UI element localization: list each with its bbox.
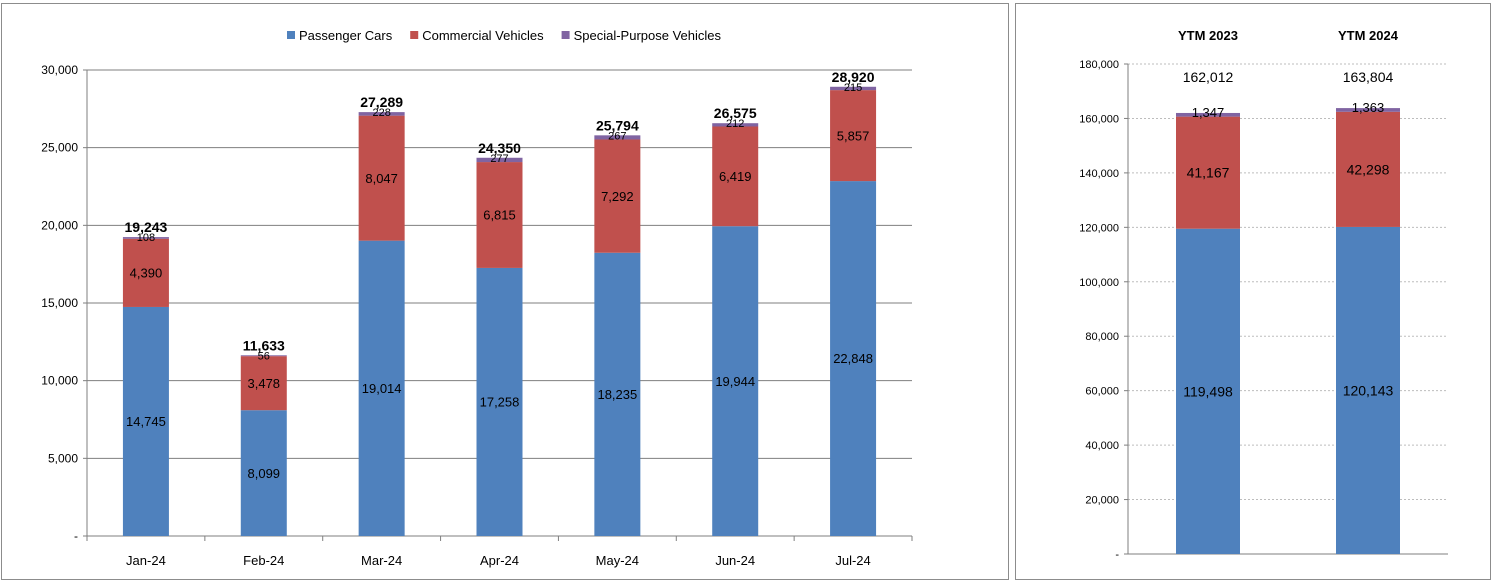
y-tick-label: 5,000 — [48, 451, 78, 465]
bar-special — [1176, 112, 1240, 117]
legend-swatch-commercial — [410, 31, 419, 39]
legend-label-special: Special-Purpose Vehicles — [574, 28, 722, 43]
y-tick-label: 30,000 — [41, 63, 78, 77]
data-label-special: 267 — [608, 130, 626, 142]
category-label: Jul-24 — [835, 553, 870, 568]
y-tick-label: 160,000 — [1079, 113, 1119, 125]
legend-label-commercial: Commercial Vehicles — [422, 28, 544, 43]
data-label-passenger: 14,745 — [126, 414, 166, 429]
y-tick-label: 100,000 — [1079, 277, 1119, 289]
data-label-special: 108 — [137, 232, 155, 244]
data-label-commercial: 41,167 — [1187, 165, 1230, 181]
y-tick-label: 10,000 — [41, 374, 78, 388]
total-label: 27,289 — [360, 94, 403, 110]
data-label-commercial: 7,292 — [601, 189, 634, 204]
category-label: YTM 2024 — [1338, 28, 1399, 43]
data-label-commercial: 6,815 — [483, 208, 516, 223]
total-label: 11,633 — [243, 337, 285, 353]
data-label-special: 228 — [372, 107, 390, 119]
y-tick-label: 15,000 — [41, 296, 78, 310]
monthly-stacked-bar-chart: - 5,000 10,000 15,000 20,000 25,000 30,000 14,7… — [41, 28, 913, 568]
category-label: May-24 — [596, 553, 639, 568]
bar-special — [240, 355, 287, 357]
data-label-passenger: 19,014 — [362, 381, 402, 396]
data-label-commercial: 3,478 — [248, 376, 281, 391]
ytm-stacked-bar-chart: - 20,000 40,000 60,000 80,000 100,000 120,000 1… — [1079, 28, 1448, 561]
bar-commercial — [712, 126, 759, 227]
data-label-commercial: 42,298 — [1347, 161, 1390, 177]
data-label-special: 1,363 — [1352, 100, 1385, 115]
ytm-chart-panel: - 20,000 40,000 60,000 80,000 100,000 120,000 1… — [1015, 3, 1491, 580]
bar-special — [712, 123, 759, 127]
y-tick-label: - — [1115, 549, 1119, 561]
bar-passenger — [1176, 228, 1240, 554]
y-tick-label: - — [74, 529, 78, 543]
data-label-passenger: 17,258 — [480, 395, 520, 410]
total-label: 19,243 — [125, 219, 168, 235]
bar-commercial — [122, 238, 169, 307]
legend-swatch-special — [561, 31, 570, 39]
bar-commercial — [594, 139, 641, 253]
total-label: 24,350 — [478, 140, 521, 156]
category-label: Jun-24 — [715, 553, 755, 568]
bar-passenger — [358, 240, 405, 536]
data-label-commercial: 8,047 — [365, 171, 398, 186]
y-tick-label: 20,000 — [41, 218, 78, 232]
bar-passenger — [1336, 226, 1400, 554]
y-tick-label: 180,000 — [1079, 59, 1119, 71]
data-label-passenger: 119,498 — [1183, 383, 1233, 399]
monthly-chart-panel: - 5,000 10,000 15,000 20,000 25,000 30,000 14,7… — [1, 3, 1009, 580]
y-tick-label: 60,000 — [1085, 386, 1119, 398]
y-tick-label: 40,000 — [1085, 440, 1119, 452]
bar-passenger — [476, 267, 523, 536]
bar-special — [830, 86, 877, 91]
data-label-passenger: 18,235 — [597, 387, 637, 402]
bar-special — [476, 157, 523, 163]
bar-commercial — [1336, 111, 1400, 227]
data-label-special: 212 — [726, 118, 744, 130]
data-label-passenger: 120,143 — [1343, 383, 1394, 399]
data-label-commercial: 5,857 — [837, 128, 870, 143]
total-label: 163,804 — [1343, 69, 1394, 85]
data-label-passenger: 19,944 — [715, 374, 755, 389]
data-label-special: 215 — [844, 82, 862, 94]
total-label: 28,920 — [832, 69, 875, 85]
bar-special — [122, 237, 169, 239]
y-tick-label: 20,000 — [1085, 495, 1119, 507]
bar-passenger — [712, 226, 759, 537]
total-label: 162,012 — [1183, 69, 1234, 85]
bar-passenger — [830, 181, 877, 536]
category-label: YTM 2023 — [1178, 28, 1238, 43]
y-tick-label: 120,000 — [1079, 222, 1119, 234]
data-label-passenger: 8,099 — [248, 466, 281, 481]
data-label-commercial: 6,419 — [719, 169, 752, 184]
legend-label-passenger: Passenger Cars — [299, 28, 393, 43]
legend-swatch-passenger — [287, 31, 295, 39]
bar-special — [358, 112, 405, 116]
bar-passenger — [594, 252, 641, 536]
bar-special — [1336, 108, 1400, 112]
data-label-passenger: 22,848 — [833, 351, 873, 366]
total-label: 26,575 — [714, 105, 757, 121]
category-label: Feb-24 — [243, 553, 284, 568]
y-tick-label: 140,000 — [1079, 168, 1119, 180]
data-label-special: 277 — [490, 153, 508, 165]
bar-special — [594, 135, 641, 140]
bar-commercial — [476, 162, 523, 268]
category-label: Mar-24 — [361, 553, 402, 568]
bar-commercial — [1176, 116, 1240, 229]
y-tick-label: 25,000 — [41, 141, 78, 155]
category-label: Jan-24 — [126, 553, 166, 568]
y-tick-label: 80,000 — [1085, 331, 1119, 343]
bar-passenger — [122, 306, 169, 536]
total-label: 25,794 — [596, 117, 639, 133]
data-label-special: 56 — [258, 350, 270, 362]
bar-passenger — [240, 410, 287, 536]
data-label-commercial: 4,390 — [130, 266, 163, 281]
bar-commercial — [358, 115, 405, 241]
category-label: Apr-24 — [480, 553, 519, 568]
data-label-special: 1,347 — [1192, 105, 1225, 120]
bar-commercial — [240, 356, 287, 411]
bar-commercial — [830, 90, 877, 182]
